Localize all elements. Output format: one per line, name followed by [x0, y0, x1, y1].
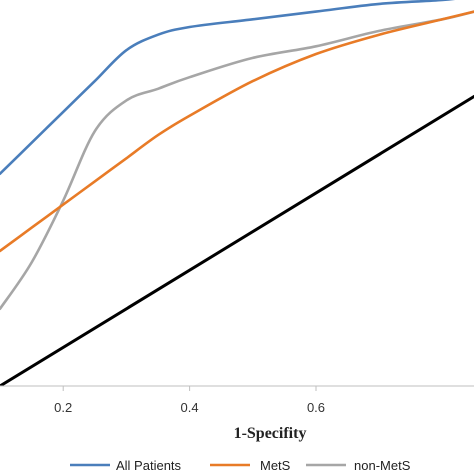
series-line-reference — [0, 95, 474, 386]
x-tick-label: 0.4 — [181, 400, 199, 415]
series-layer — [0, 0, 474, 386]
legend: All Patients MetS non-MetS — [70, 458, 411, 473]
x-axis-label: 1-Specifity — [234, 425, 307, 442]
legend-label: All Patients — [116, 458, 182, 473]
series-line-non-mets — [0, 10, 474, 311]
x-tick-label: 0.6 — [307, 400, 325, 415]
x-tick-layer: 0.2 0.4 0.6 — [54, 386, 325, 415]
series-line-mets — [0, 10, 474, 253]
legend-label: MetS — [260, 458, 291, 473]
series-line-all-patients — [0, 0, 456, 175]
x-tick-label: 0.2 — [54, 400, 72, 415]
legend-label: non-MetS — [354, 458, 411, 473]
